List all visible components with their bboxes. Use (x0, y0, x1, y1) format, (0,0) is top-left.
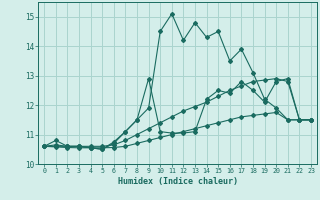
X-axis label: Humidex (Indice chaleur): Humidex (Indice chaleur) (118, 177, 238, 186)
